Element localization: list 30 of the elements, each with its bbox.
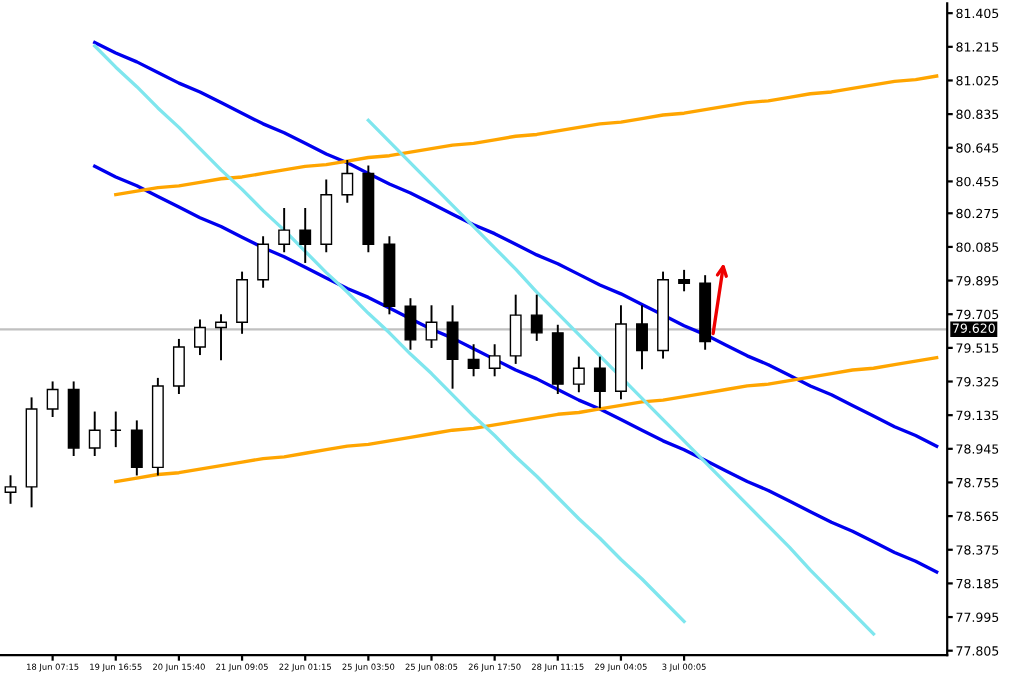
candlestick xyxy=(46,381,59,418)
line-series xyxy=(366,118,876,636)
line-series xyxy=(114,355,939,484)
candlestick xyxy=(678,269,691,292)
candlestick xyxy=(404,298,417,350)
candlestick xyxy=(467,344,480,377)
line-series xyxy=(93,40,939,448)
line-series xyxy=(114,74,939,197)
candlestick xyxy=(509,294,522,364)
candlestick xyxy=(236,271,249,334)
candlestick xyxy=(530,294,543,341)
candlestick xyxy=(215,314,227,361)
candlestick xyxy=(172,338,185,394)
candlestick xyxy=(341,160,354,203)
candlestick xyxy=(488,344,501,377)
candlestick xyxy=(130,420,143,476)
candlestick xyxy=(299,207,312,263)
line-series xyxy=(93,44,686,624)
candlestick xyxy=(4,475,17,504)
candlestick xyxy=(278,207,291,253)
line-series xyxy=(93,164,939,574)
candlestick xyxy=(446,305,459,389)
candlestick xyxy=(88,411,101,456)
candlestick xyxy=(194,319,206,356)
candlestick xyxy=(109,411,122,448)
candlestick xyxy=(593,356,606,409)
candlestick xyxy=(636,305,648,370)
candlestick xyxy=(257,236,270,288)
candlestick xyxy=(572,356,585,393)
candlestick xyxy=(425,305,438,348)
